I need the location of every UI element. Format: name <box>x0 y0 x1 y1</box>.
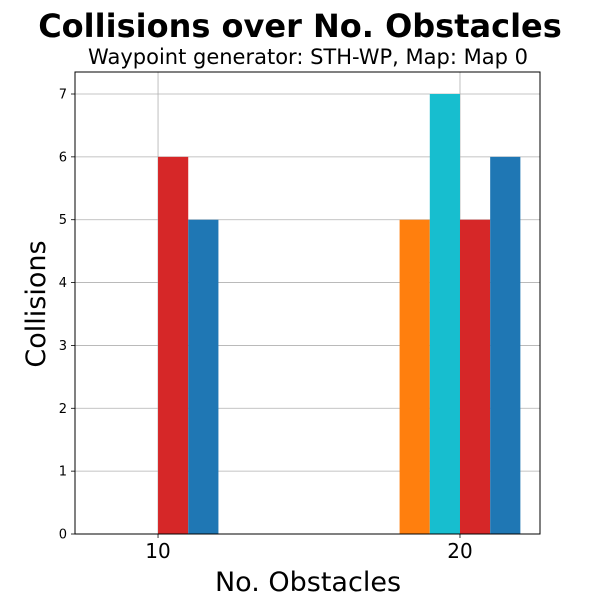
y-axis-label: Collisions <box>21 240 52 367</box>
chart-subtitle: Waypoint generator: STH-WP, Map: Map 0 <box>88 45 528 69</box>
chart-title: Collisions over No. Obstacles <box>38 7 562 45</box>
bar <box>188 219 219 534</box>
axes: 0 1 2 3 4 5 6 7 10 20 <box>59 71 541 563</box>
x-tick-label: 10 <box>145 539 170 563</box>
bars <box>158 94 521 534</box>
y-tick-label: 4 <box>59 276 67 291</box>
x-axis-label: No. Obstacles <box>215 567 401 598</box>
bar <box>158 156 189 534</box>
bar <box>399 219 430 534</box>
y-tick-label: 6 <box>59 150 67 165</box>
bar <box>429 94 460 534</box>
y-tick-label: 7 <box>59 88 67 103</box>
bar <box>459 219 491 534</box>
y-tick-label: 5 <box>59 213 67 228</box>
y-tick-label: 1 <box>59 465 67 480</box>
x-tick-label: 20 <box>447 539 472 563</box>
y-tick-label: 0 <box>59 528 67 543</box>
y-tick-label: 3 <box>59 339 67 354</box>
bar <box>490 156 521 534</box>
y-tick-label: 2 <box>59 402 67 417</box>
plot-frame <box>74 71 541 535</box>
